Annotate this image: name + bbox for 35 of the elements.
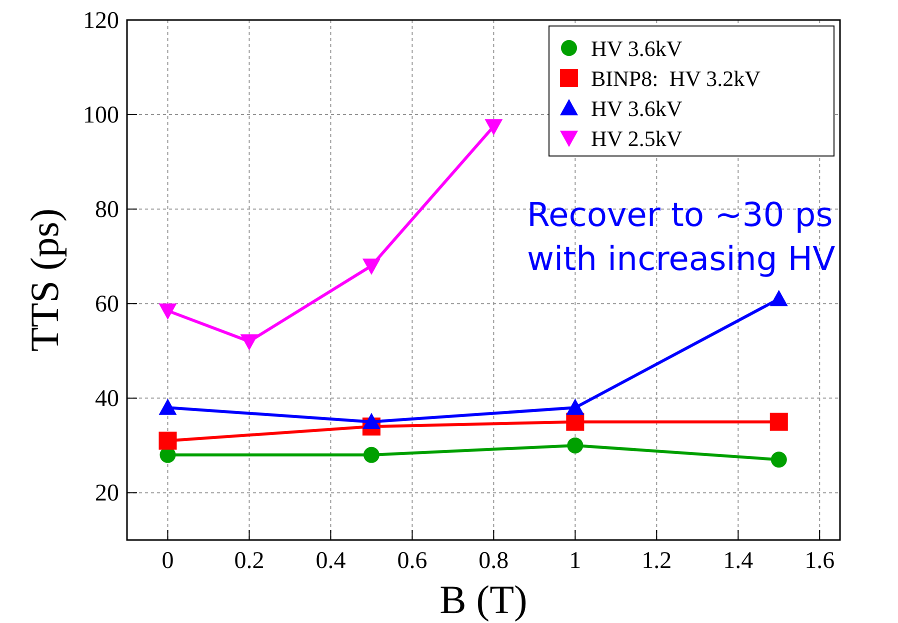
x-tick-label: 1.6	[804, 548, 835, 574]
point	[240, 334, 258, 350]
y-tick-label: 80	[95, 197, 119, 224]
y-axis-title: TTS (ps)	[22, 208, 67, 352]
legend-label: HV 3.6kV	[591, 96, 682, 121]
x-axis-title: B (T)	[440, 577, 528, 622]
point	[158, 304, 177, 320]
y-tick-label: 40	[95, 386, 119, 412]
y-tick-label: 60	[95, 292, 119, 318]
x-tick-label: 0.6	[397, 548, 428, 574]
point	[158, 398, 177, 415]
point	[770, 452, 787, 468]
point	[363, 446, 380, 463]
annotation: Recover to ~30 ps with increasing HV	[527, 195, 836, 278]
point	[770, 412, 788, 431]
x-tick-label: 0.8	[478, 548, 509, 574]
point	[362, 258, 380, 275]
point	[567, 437, 584, 454]
y-tick-label: 100	[83, 102, 119, 129]
point	[362, 412, 380, 430]
legend-label: HV 3.6kV	[591, 36, 682, 61]
x-tick-label: 1.2	[642, 548, 672, 574]
x-tick-label: 0.2	[234, 548, 264, 574]
y-tick-label: 20	[95, 480, 119, 507]
point	[158, 432, 177, 450]
x-tick-label: 0	[162, 548, 174, 574]
legend-label: BINP8: HV 3.2kV	[591, 66, 761, 91]
x-tick-label: 0.4	[316, 548, 346, 574]
x-tick-label: 1	[569, 548, 582, 574]
x-tick-label: 1.4	[723, 548, 754, 574]
point	[770, 290, 788, 306]
y-tick-label: 120	[83, 8, 119, 34]
legend-label: HV 2.5kV	[591, 126, 682, 151]
point	[566, 398, 584, 415]
point	[484, 119, 503, 136]
